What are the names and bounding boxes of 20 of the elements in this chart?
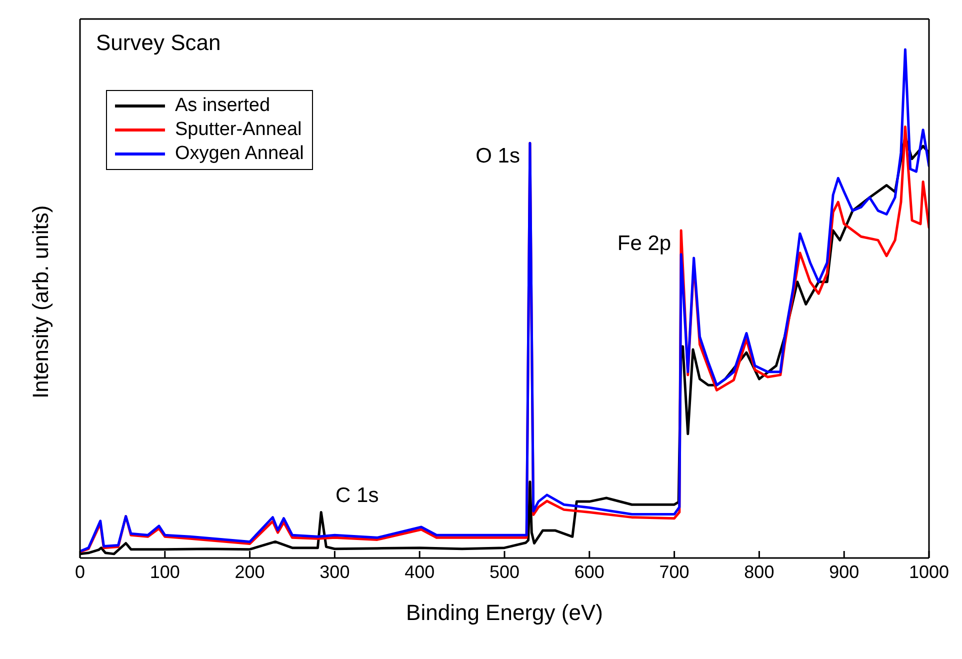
legend-label: Sputter-Anneal [175, 118, 302, 142]
x-tick-label: 800 [744, 562, 774, 582]
x-tick-label: 200 [234, 562, 265, 582]
x-tick-label: 400 [404, 562, 435, 582]
x-tick-label: 0 [74, 562, 86, 582]
x-tick-label: 1000 [908, 562, 950, 582]
annotation: C 1s [336, 484, 379, 508]
x-tick-label: 700 [659, 562, 690, 582]
legend-label: Oxygen Anneal [175, 142, 304, 166]
x-axis-title: Binding Energy (eV) [406, 600, 603, 625]
chart-title: Survey Scan [96, 30, 221, 56]
x-tick-label: 100 [150, 562, 180, 582]
x-tick-label: 600 [574, 562, 604, 582]
x-tick-label: 300 [320, 562, 350, 582]
annotation: Fe 2p [617, 232, 672, 255]
x-tick-label: 900 [829, 562, 860, 582]
x-tick-label: 500 [489, 562, 520, 582]
annotation: O 1s [476, 144, 520, 168]
legend-label: As inserted [175, 94, 270, 118]
y-axis-title: Intensity (arb. units) [28, 205, 53, 398]
